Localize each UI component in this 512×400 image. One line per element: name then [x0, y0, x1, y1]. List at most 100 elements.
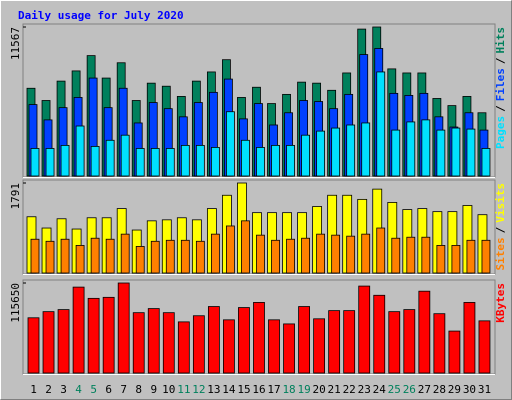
bar — [283, 323, 295, 374]
legend-entry: Sites — [494, 237, 507, 270]
bar — [358, 285, 371, 374]
bar — [451, 127, 461, 177]
bar — [195, 144, 205, 177]
x-tick-label: 25 — [388, 383, 401, 396]
x-tick-label: 9 — [150, 383, 157, 396]
bar — [165, 148, 175, 177]
bar — [331, 127, 341, 177]
x-tick-label: 18 — [282, 383, 295, 396]
bar — [316, 233, 326, 274]
bar — [223, 319, 235, 374]
bar — [373, 294, 386, 374]
bar — [60, 144, 70, 177]
bar — [150, 240, 160, 274]
bar — [268, 319, 280, 374]
bar — [135, 246, 145, 274]
bar — [301, 134, 310, 177]
bar — [135, 148, 145, 177]
y-tick-label: 1791 — [9, 183, 22, 210]
bar — [301, 237, 310, 274]
bar — [57, 309, 70, 374]
bar — [403, 309, 416, 374]
legend: KBytes — [494, 283, 507, 323]
bar — [105, 238, 115, 274]
bar — [72, 286, 85, 374]
bar — [418, 290, 431, 374]
bar — [102, 296, 115, 374]
x-tick-label: 28 — [433, 383, 446, 396]
x-tick-label: 23 — [358, 383, 371, 396]
bar — [256, 147, 265, 177]
bar — [451, 245, 461, 274]
bar — [328, 310, 341, 374]
bar — [165, 239, 175, 274]
bar — [466, 128, 476, 177]
x-tick-label: 3 — [60, 383, 67, 396]
legend-entry: Pages — [494, 116, 507, 149]
bar — [463, 302, 476, 374]
bar — [481, 239, 491, 274]
legend: Pages / Files / Hits — [494, 27, 507, 149]
legend-entry: Files — [494, 68, 507, 101]
bar — [132, 312, 145, 374]
x-tick-label: 19 — [297, 383, 310, 396]
x-tick-label: 8 — [135, 383, 142, 396]
bar — [45, 240, 55, 274]
bar — [313, 318, 326, 374]
bar — [406, 121, 416, 177]
x-tick-label: 4 — [75, 383, 82, 396]
bar — [361, 233, 371, 274]
bar — [388, 311, 401, 374]
bar — [481, 148, 491, 177]
bar — [298, 306, 310, 374]
bar — [207, 306, 220, 374]
bar — [448, 330, 461, 374]
y-tick-label: 11567 — [9, 27, 22, 60]
bar — [361, 122, 371, 177]
x-tick-label: 11 — [177, 383, 190, 396]
bar — [30, 148, 40, 177]
legend-separator: / — [494, 57, 507, 64]
bar — [192, 315, 205, 374]
bar — [87, 297, 100, 374]
x-tick-label: 16 — [252, 383, 265, 396]
bar — [177, 321, 190, 374]
x-tick-label: 5 — [90, 383, 97, 396]
bar — [421, 236, 431, 274]
bar — [45, 148, 55, 177]
bar — [180, 144, 190, 177]
bar — [226, 225, 235, 274]
x-tick-label: 6 — [105, 383, 112, 396]
bar — [433, 313, 446, 374]
x-tick-label: 14 — [222, 383, 236, 396]
bar — [210, 233, 220, 274]
x-tick-label: 22 — [343, 383, 356, 396]
bar — [226, 111, 235, 177]
bar — [346, 124, 356, 177]
bar — [391, 237, 401, 274]
bar — [150, 148, 160, 177]
bar — [376, 227, 386, 274]
x-tick-label: 7 — [120, 383, 127, 396]
bar — [27, 317, 40, 374]
bar — [406, 236, 416, 274]
chart-title: Daily usage for July 2020 — [18, 9, 184, 22]
x-tick-label: 17 — [267, 383, 280, 396]
bar — [147, 308, 160, 374]
bar — [256, 234, 265, 274]
legend-separator: / — [494, 226, 507, 233]
bar — [42, 311, 55, 374]
bar — [376, 71, 386, 177]
x-tick-label: 13 — [207, 383, 220, 396]
bar — [316, 130, 326, 177]
bar — [466, 239, 476, 274]
x-tick-label: 12 — [192, 383, 205, 396]
bar — [331, 234, 341, 274]
legend: Sites / Visits — [494, 183, 507, 271]
x-tick-label: 21 — [328, 383, 341, 396]
x-tick-label: 20 — [313, 383, 326, 396]
bar — [30, 238, 40, 274]
bar — [241, 139, 250, 177]
y-tick-label: 115650 — [9, 283, 22, 323]
